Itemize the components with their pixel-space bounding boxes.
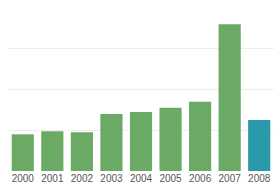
svg-text:2000: 2000 <box>12 173 35 184</box>
svg-text:2004: 2004 <box>130 173 153 184</box>
svg-text:2006: 2006 <box>189 173 212 184</box>
svg-text:2005: 2005 <box>159 173 182 184</box>
svg-text:2007: 2007 <box>219 173 242 184</box>
svg-text:2001: 2001 <box>41 173 64 184</box>
svg-text:2002: 2002 <box>71 173 94 184</box>
svg-text:2003: 2003 <box>100 173 123 184</box>
svg-text:2008: 2008 <box>248 173 271 184</box>
